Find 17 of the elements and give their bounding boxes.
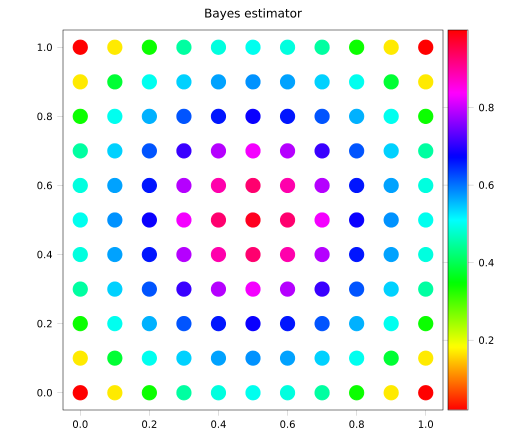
y-tick-label: 0.2 [37, 320, 52, 328]
y-tick-label: 0.6 [37, 182, 52, 190]
y-tick-label: 0.8 [37, 112, 52, 120]
y-tick-label: 0.0 [37, 388, 52, 397]
x-tick-label: 0.6 [280, 420, 295, 428]
x-tick-label: 0.8 [349, 420, 364, 428]
x-tick-label: 0.2 [142, 420, 156, 428]
x-tick-label: 0.4 [211, 420, 226, 428]
color-bar-label: 0.4 [479, 258, 494, 266]
color-bar-label: 0.6 [479, 181, 494, 189]
color-bar-label: 0.2 [479, 336, 494, 344]
x-tick-label: 1.0 [418, 420, 434, 428]
y-tick-label: 1.0 [38, 43, 52, 52]
chart-title: Bayes estimator [205, 8, 302, 20]
y-tick-label: 0.4 [37, 250, 52, 258]
x-tick-label: 0.0 [72, 420, 88, 428]
color-bar-label: 0.8 [479, 104, 494, 112]
